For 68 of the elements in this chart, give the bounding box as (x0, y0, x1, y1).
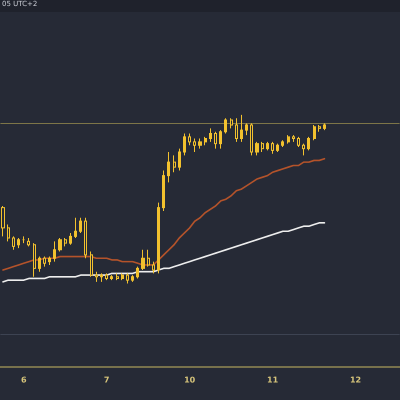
candlestick (43, 256, 46, 268)
candlestick (318, 124, 321, 132)
candlestick (79, 217, 82, 234)
candlestick (204, 136, 207, 146)
candlestick (224, 118, 227, 134)
candlestick (48, 256, 51, 266)
x-tick-label: 7 (104, 376, 110, 384)
candlestick (188, 132, 191, 146)
candlestick (131, 274, 134, 282)
candlestick (178, 148, 181, 172)
candlestick (27, 238, 30, 247)
candlestick (105, 272, 108, 281)
candlestick (17, 238, 20, 249)
candlestick (173, 154, 176, 173)
candlestick (22, 236, 25, 244)
candlestick (167, 152, 170, 183)
candlestick (152, 261, 155, 274)
candlestick (261, 141, 264, 153)
candlestick (271, 141, 274, 154)
candlestick (12, 236, 15, 250)
candlestick (250, 122, 253, 156)
candlestick (141, 249, 145, 271)
candlestick (313, 124, 316, 141)
candlestick (297, 136, 300, 148)
candlestick (235, 118, 238, 142)
x-tick-label: 6 (20, 376, 27, 384)
candlestick (95, 271, 98, 282)
candlestick (323, 122, 326, 131)
candlestick (245, 122, 248, 136)
candlestick (147, 249, 150, 268)
candlestick (281, 140, 284, 148)
candlestick (198, 138, 202, 150)
candlestick (214, 131, 217, 150)
candlestick (100, 272, 103, 282)
x-tick-label: 12 (350, 376, 362, 384)
candlestick (116, 272, 119, 281)
candlestick (183, 132, 186, 156)
candlestick (121, 272, 124, 281)
candlestick (58, 238, 62, 252)
candlestick (64, 238, 67, 247)
candlestick (38, 256, 41, 272)
candlestick (302, 143, 305, 156)
candlestick (69, 232, 72, 246)
candlestick (157, 202, 160, 274)
candlestick (307, 136, 310, 151)
candlestick (193, 138, 196, 153)
candlestick (110, 274, 113, 281)
x-tick-label: 10 (184, 376, 196, 384)
candlestick (287, 134, 290, 144)
candlestick (292, 134, 295, 142)
candlestick (7, 224, 10, 242)
candlestick (209, 128, 212, 142)
candlestick (240, 114, 243, 142)
candlestick (276, 143, 279, 153)
candlestick (33, 242, 36, 278)
candlestick (162, 170, 165, 212)
candlestick (136, 266, 139, 279)
candlestick (126, 272, 129, 284)
candlestick (219, 130, 222, 150)
candlestick (1, 205, 5, 237)
candlestick (53, 240, 56, 262)
candlestick (90, 250, 93, 278)
candlestick (266, 141, 269, 151)
candlestick (74, 217, 77, 239)
x-tick-label: 11 (267, 376, 279, 384)
candlestick (84, 217, 87, 259)
candlestick (230, 118, 233, 129)
candlestick (255, 141, 259, 156)
